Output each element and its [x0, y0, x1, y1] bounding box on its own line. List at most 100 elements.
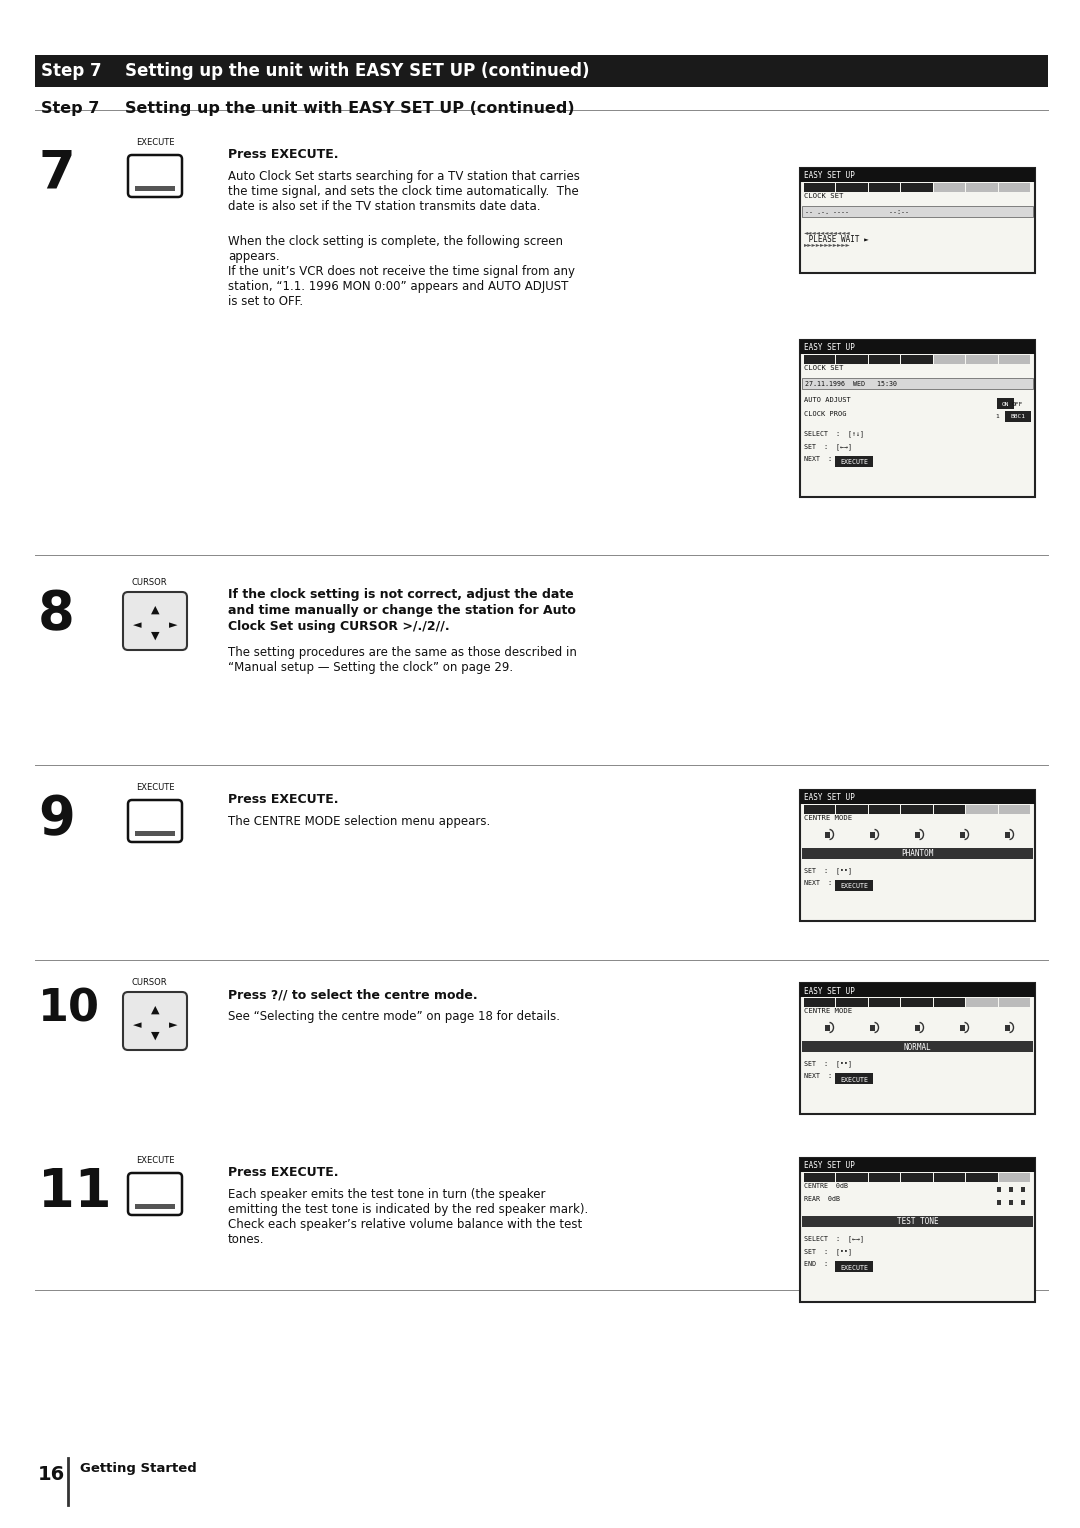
Text: 9: 9 — [38, 793, 75, 845]
Text: EXECUTE: EXECUTE — [840, 1265, 868, 1270]
Bar — [802, 1215, 1032, 1227]
Text: SET  :  [••]: SET : [••] — [804, 866, 852, 874]
FancyBboxPatch shape — [129, 154, 183, 197]
Bar — [967, 805, 998, 814]
FancyBboxPatch shape — [123, 992, 187, 1050]
Text: Setting up the unit with EASY SET UP (continued): Setting up the unit with EASY SET UP (co… — [125, 63, 590, 79]
Bar — [836, 998, 868, 1007]
Bar — [997, 1199, 1001, 1204]
Text: CENTRE MODE: CENTRE MODE — [804, 814, 852, 821]
Text: ▲: ▲ — [151, 605, 159, 614]
FancyBboxPatch shape — [129, 801, 183, 842]
Text: ◄◄◄◄◄◄◄◄◄◄◄: ◄◄◄◄◄◄◄◄◄◄◄ — [804, 231, 851, 235]
Bar — [902, 1174, 933, 1183]
Bar — [836, 1174, 868, 1183]
Bar — [835, 1261, 873, 1271]
Bar — [959, 831, 964, 837]
Text: PLEASE WAIT ►: PLEASE WAIT ► — [804, 235, 868, 244]
Text: EASY SET UP: EASY SET UP — [804, 987, 855, 996]
Bar — [967, 998, 998, 1007]
Bar — [999, 805, 1030, 814]
Text: Press EXECUTE.: Press EXECUTE. — [228, 793, 338, 805]
Text: TEST TONE: TEST TONE — [896, 1218, 939, 1227]
Bar — [802, 848, 1032, 859]
Text: tones.: tones. — [228, 1233, 265, 1245]
Bar — [135, 1204, 175, 1209]
Text: Check each speaker’s relative volume balance with the test: Check each speaker’s relative volume bal… — [228, 1218, 582, 1232]
Text: Getting Started: Getting Started — [80, 1462, 197, 1475]
Text: Step 7: Step 7 — [41, 63, 102, 79]
Bar — [800, 1158, 1035, 1302]
Text: appears.: appears. — [228, 251, 280, 263]
Text: NEXT  :: NEXT : — [804, 1073, 832, 1079]
Bar — [800, 1158, 1035, 1172]
Text: EASY SET UP: EASY SET UP — [804, 344, 855, 353]
Text: station, “1.1. 1996 MON 0:00” appears and AUTO ADJUST: station, “1.1. 1996 MON 0:00” appears an… — [228, 280, 568, 293]
Bar — [959, 1024, 964, 1030]
Bar — [967, 354, 998, 364]
Text: and time manually or change the station for Auto: and time manually or change the station … — [228, 604, 576, 617]
FancyBboxPatch shape — [129, 1174, 183, 1215]
Text: 10: 10 — [38, 989, 100, 1031]
Text: 1: 1 — [995, 414, 999, 420]
Bar — [868, 354, 901, 364]
Bar — [800, 168, 1035, 274]
Text: CURSOR: CURSOR — [131, 978, 166, 987]
Bar — [804, 998, 836, 1007]
Bar — [868, 1174, 901, 1183]
Text: 27.11.1996  WED   15:30: 27.11.1996 WED 15:30 — [805, 382, 897, 388]
Text: SET  :  [••]: SET : [••] — [804, 1060, 852, 1067]
Text: CLOCK SET: CLOCK SET — [804, 193, 843, 199]
Bar — [835, 455, 873, 468]
Bar — [804, 1174, 836, 1183]
Bar — [800, 168, 1035, 182]
Text: EXECUTE: EXECUTE — [136, 1157, 174, 1164]
Text: ►: ► — [168, 620, 177, 630]
Text: CENTRE  0dB: CENTRE 0dB — [804, 1183, 848, 1189]
Bar — [999, 354, 1030, 364]
Text: 11: 11 — [38, 1166, 111, 1218]
Bar — [800, 341, 1035, 354]
Bar — [934, 1174, 966, 1183]
Text: AUTO ADJUST: AUTO ADJUST — [804, 397, 851, 403]
Bar — [934, 354, 966, 364]
Text: If the clock setting is not correct, adjust the date: If the clock setting is not correct, adj… — [228, 588, 573, 601]
Bar — [802, 1041, 1032, 1051]
Text: Press EXECUTE.: Press EXECUTE. — [228, 1166, 338, 1180]
Text: is set to OFF.: is set to OFF. — [228, 295, 303, 309]
Text: NEXT  :: NEXT : — [804, 455, 832, 461]
Text: ►►►►►►►►►►►: ►►►►►►►►►►► — [804, 241, 851, 248]
Text: 16: 16 — [38, 1465, 65, 1484]
Bar — [997, 397, 1014, 408]
Text: CLOCK SET: CLOCK SET — [804, 365, 843, 371]
Text: SET  :  [••]: SET : [••] — [804, 1248, 852, 1254]
Bar — [824, 1024, 829, 1030]
Bar — [999, 1174, 1030, 1183]
FancyBboxPatch shape — [123, 591, 187, 649]
Text: BBC1: BBC1 — [1011, 414, 1026, 420]
Text: ▼: ▼ — [151, 631, 159, 642]
Bar — [902, 354, 933, 364]
Text: The CENTRE MODE selection menu appears.: The CENTRE MODE selection menu appears. — [228, 814, 490, 828]
Bar — [902, 805, 933, 814]
Bar — [836, 183, 868, 193]
Text: ◄: ◄ — [133, 1021, 141, 1030]
Bar — [868, 998, 901, 1007]
Text: Press ?// to select the centre mode.: Press ?// to select the centre mode. — [228, 989, 477, 1001]
Bar — [804, 183, 836, 193]
Bar — [1021, 1187, 1025, 1192]
Text: date is also set if the TV station transmits date data.: date is also set if the TV station trans… — [228, 200, 540, 212]
Text: SELECT  :  [←→]: SELECT : [←→] — [804, 1235, 864, 1242]
Bar — [997, 1187, 1001, 1192]
Bar — [1021, 1199, 1025, 1204]
Bar — [835, 1073, 873, 1083]
Bar — [868, 805, 901, 814]
Text: CLOCK PROG: CLOCK PROG — [804, 411, 847, 417]
Bar — [967, 183, 998, 193]
Bar — [802, 377, 1032, 390]
Text: EASY SET UP: EASY SET UP — [804, 793, 855, 802]
Bar — [1005, 411, 1031, 422]
Text: Setting up the unit with EASY SET UP (continued): Setting up the unit with EASY SET UP (co… — [125, 101, 575, 116]
Text: Press EXECUTE.: Press EXECUTE. — [228, 148, 338, 160]
Text: EASY SET UP: EASY SET UP — [804, 171, 855, 180]
